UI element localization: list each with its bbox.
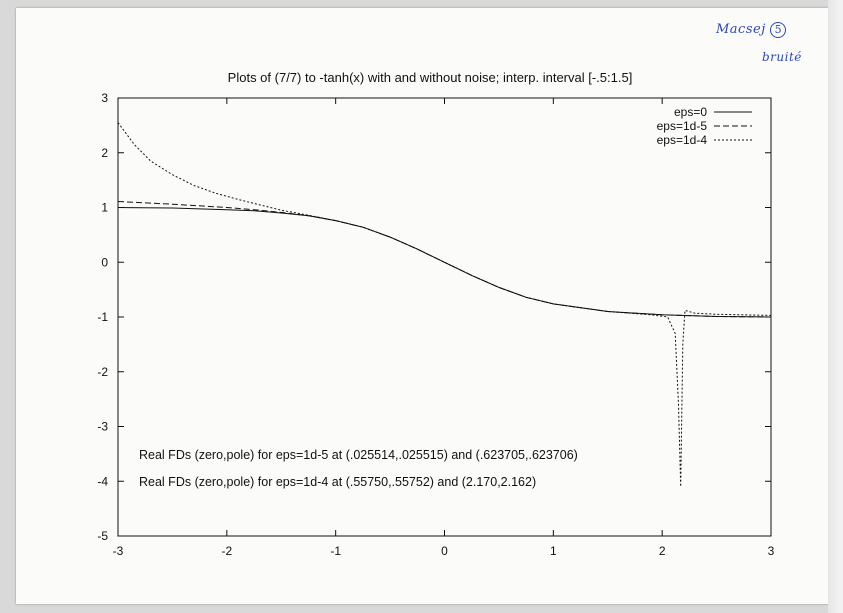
y-tick-label: -4 bbox=[97, 474, 108, 488]
y-tick-label: 3 bbox=[101, 91, 108, 105]
legend-label: eps=1d-5 bbox=[657, 119, 708, 133]
chart-title: Plots of (7/7) to -tanh(x) with and with… bbox=[228, 70, 633, 85]
scanner-edge bbox=[828, 0, 843, 613]
annotation-fd-eps-1d-4: Real FDs (zero,pole) for eps=1d-4 at (.5… bbox=[139, 475, 536, 489]
axis-ticks: -3 -2 -1 0 1 2 3 3 2 1 0 -1 -2 -3 -4 -5 bbox=[97, 91, 774, 558]
x-tick-label: 0 bbox=[441, 544, 448, 558]
y-tick-label: 2 bbox=[101, 146, 108, 160]
y-tick-label: -1 bbox=[97, 310, 108, 324]
annotation-fd-eps-1d-5: Real FDs (zero,pole) for eps=1d-5 at (.0… bbox=[139, 448, 578, 462]
series-line-eps-1d-5 bbox=[117, 201, 772, 318]
legend-label: eps=1d-4 bbox=[657, 133, 708, 147]
y-tick-label: -5 bbox=[97, 529, 108, 543]
series-lines bbox=[117, 122, 772, 488]
legend-label: eps=0 bbox=[674, 105, 707, 119]
y-tick-label: -3 bbox=[97, 420, 108, 434]
y-tick-label: 0 bbox=[101, 255, 108, 269]
x-tick-label: -3 bbox=[113, 544, 124, 558]
handwritten-number: 5 bbox=[770, 22, 787, 38]
y-tick-label: 1 bbox=[101, 201, 108, 215]
plot-frame bbox=[117, 97, 772, 537]
y-tick-label: -2 bbox=[97, 365, 108, 379]
handwritten-note: bruité bbox=[762, 50, 802, 64]
x-tick-label: 3 bbox=[768, 544, 775, 558]
x-tick-label: 2 bbox=[659, 544, 666, 558]
x-tick-label: -2 bbox=[221, 544, 232, 558]
series-line-eps-1d-4 bbox=[117, 122, 772, 488]
x-tick-label: -1 bbox=[330, 544, 341, 558]
x-tick-label: 1 bbox=[550, 544, 557, 558]
handwritten-name: Macsej bbox=[716, 22, 766, 37]
handwritten-annotation: Macsej 5 bbox=[716, 22, 787, 38]
paper-sheet bbox=[16, 8, 828, 604]
